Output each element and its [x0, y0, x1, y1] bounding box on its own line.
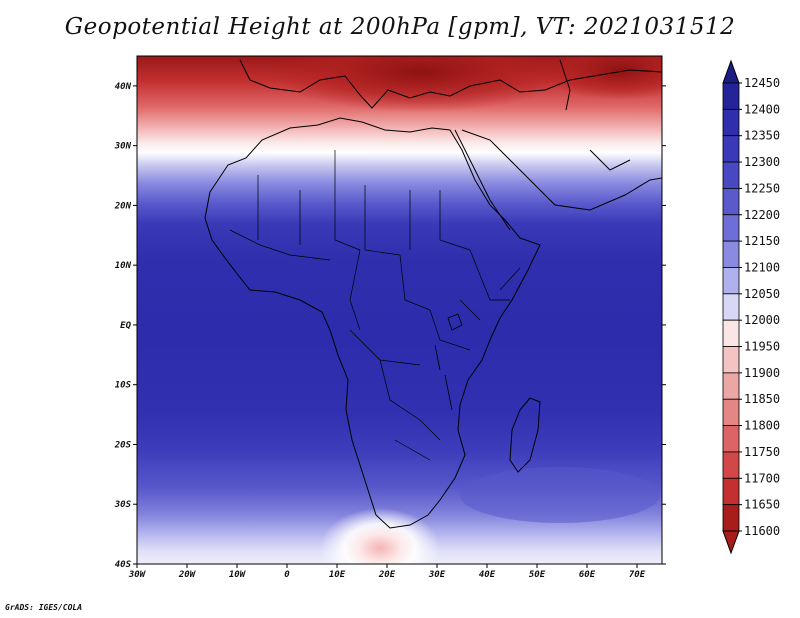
lake-victoria [434, 313, 463, 411]
europe-coastline [239, 59, 662, 109]
red-sea [454, 129, 511, 231]
south-atlantic-white-patch [320, 508, 440, 564]
lon-label: 70E [629, 570, 646, 580]
grads-credit: GrADS: IGES/COLA [5, 603, 83, 612]
indian-ocean-lighter-patch [460, 467, 660, 523]
colorbar-segment [722, 293, 740, 321]
lon-label: 40E [479, 570, 496, 580]
lon-label: 10W [229, 570, 247, 580]
colorbar-label: 12250 [744, 181, 780, 195]
madagascar [509, 397, 541, 473]
colorbar-segment [722, 161, 740, 189]
colorbar-label: 12300 [744, 155, 780, 169]
axis-ticks: 30W 20W 10W 0 10E 20E 30E 40E 50E 60E 70E 40N 30N 20N… [114, 82, 666, 580]
colorbar-label: 12350 [744, 129, 780, 143]
colorbar-segment [722, 135, 740, 163]
arabian-low [540, 56, 662, 100]
colorbar-label: 12450 [744, 76, 780, 90]
colorbar-segment [722, 319, 740, 347]
colorbar-bottom-arrow [722, 530, 740, 555]
colorbar-segment [722, 398, 740, 426]
colorbar-segment [722, 425, 740, 453]
lon-label: 10E [329, 570, 346, 580]
lat-label: 40S [115, 560, 132, 570]
colorbar: 12450 12400 12350 12300 12250 12200 12150 12100… [722, 59, 780, 555]
lon-label: 30W [128, 570, 147, 580]
colorbar-label: 11650 [744, 498, 780, 512]
colorbar-segment [722, 267, 740, 295]
lon-label: 50E [529, 570, 546, 580]
lat-label: 40N [115, 82, 132, 92]
lat-label: 30S [114, 500, 132, 510]
colorbar-label: 12150 [744, 234, 780, 248]
lat-label: EQ [120, 321, 131, 331]
colorbar-label: 12400 [744, 102, 780, 116]
colorbar-segment [722, 346, 740, 374]
colorbar-segment [722, 504, 740, 532]
colorbar-label: 12200 [744, 208, 780, 222]
colorbar-label: 11700 [744, 471, 780, 485]
caspian-persian-gulf [559, 59, 631, 171]
colorbar-label: 11900 [744, 366, 780, 380]
colorbar-segment [722, 108, 740, 137]
lon-label: 20W [178, 570, 197, 580]
chart-title: Geopotential Height at 200hPa [gpm], VT:… [64, 14, 736, 40]
lat-label: 20S [114, 440, 132, 450]
mediterranean-low [270, 56, 570, 112]
plot-area [137, 56, 662, 564]
colorbar-label: 11750 [744, 445, 780, 459]
lon-label: 60E [579, 570, 596, 580]
country-borders [229, 150, 521, 461]
lat-label: 30N [114, 142, 132, 152]
colorbar-segment [722, 451, 740, 479]
lat-label: 10N [115, 261, 132, 271]
colorbar-segment [722, 372, 740, 400]
colorbar-segment [722, 188, 740, 216]
lon-label: 0 [284, 570, 290, 580]
colorbar-label: 12050 [744, 287, 780, 301]
africa-coastline [204, 117, 541, 529]
lat-label: 20N [114, 201, 132, 211]
colorbar-top-arrow [722, 59, 740, 84]
lon-label: 20E [378, 570, 396, 580]
colorbar-segment [722, 82, 740, 110]
colorbar-segment [722, 477, 740, 506]
arabia-coastline [461, 129, 662, 211]
colorbar-label: 12000 [744, 313, 780, 327]
colorbar-label: 12100 [744, 260, 780, 274]
lat-label: 10S [115, 381, 132, 391]
colorbar-label: 11950 [744, 340, 780, 354]
plot-frame [136, 55, 663, 565]
colorbar-segment [722, 240, 740, 268]
lon-label: 30E [428, 570, 446, 580]
colorbar-label: 11850 [744, 392, 780, 406]
colorbar-label: 11600 [744, 524, 780, 538]
colorbar-segment [722, 214, 740, 242]
colorbar-label: 11800 [744, 419, 780, 433]
